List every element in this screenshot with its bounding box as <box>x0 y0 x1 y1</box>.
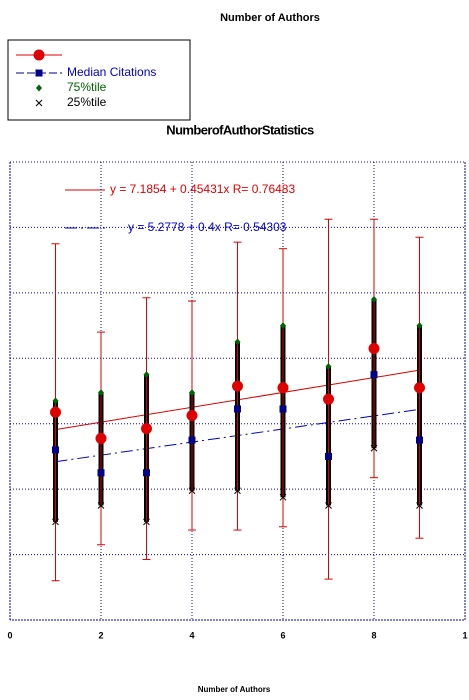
point <box>188 436 196 444</box>
point <box>234 405 241 413</box>
point <box>325 502 332 509</box>
x-tick-label: 4 <box>189 630 194 640</box>
point <box>234 487 241 495</box>
point <box>95 432 107 444</box>
legend-label: 75%tile <box>67 80 107 94</box>
point <box>277 382 289 394</box>
x-tick-label: 0 <box>7 630 12 640</box>
point <box>370 444 378 452</box>
point <box>97 502 105 509</box>
point <box>325 362 332 370</box>
legend-label: Median Citations <box>67 65 156 79</box>
point <box>188 487 196 495</box>
point <box>50 406 61 418</box>
x-axis-label: Number of Authors <box>198 685 271 694</box>
point <box>279 493 287 501</box>
legend-marker <box>35 99 43 107</box>
point <box>416 436 423 444</box>
x-tick-label: 8 <box>371 630 376 640</box>
point <box>52 446 59 454</box>
point <box>323 393 334 405</box>
x-tick-label: 1 <box>462 630 467 640</box>
legend-marker <box>33 49 45 61</box>
point <box>143 518 150 526</box>
point <box>98 389 104 397</box>
point <box>52 518 59 526</box>
legend-marker <box>36 84 42 92</box>
point <box>143 469 150 477</box>
fit-annotation: y = 5.2778 + 0.4x R= 0.54303 <box>128 220 287 234</box>
legend-marker <box>35 69 43 77</box>
point <box>97 469 105 477</box>
x-tick-label: 2 <box>98 630 103 640</box>
point <box>416 502 423 509</box>
point <box>52 397 59 405</box>
x-tick-label: 6 <box>280 630 285 640</box>
point <box>143 371 150 379</box>
point <box>416 322 423 330</box>
point <box>280 322 286 330</box>
point <box>141 423 152 435</box>
point <box>186 410 198 422</box>
point <box>368 342 380 354</box>
chart-header: Number of Authors <box>220 12 320 24</box>
point <box>370 371 378 379</box>
point <box>325 452 332 460</box>
point <box>371 295 377 303</box>
point <box>414 382 425 394</box>
point <box>279 405 287 413</box>
legend-label: 25%tile <box>67 95 107 109</box>
point <box>189 389 195 397</box>
chart-title: NumberofAuthorStatistics <box>166 122 314 137</box>
fit-annotation: y = 7.1854 + 0.45431x R= 0.76483 <box>110 182 295 196</box>
point <box>234 338 241 346</box>
point <box>232 380 243 392</box>
